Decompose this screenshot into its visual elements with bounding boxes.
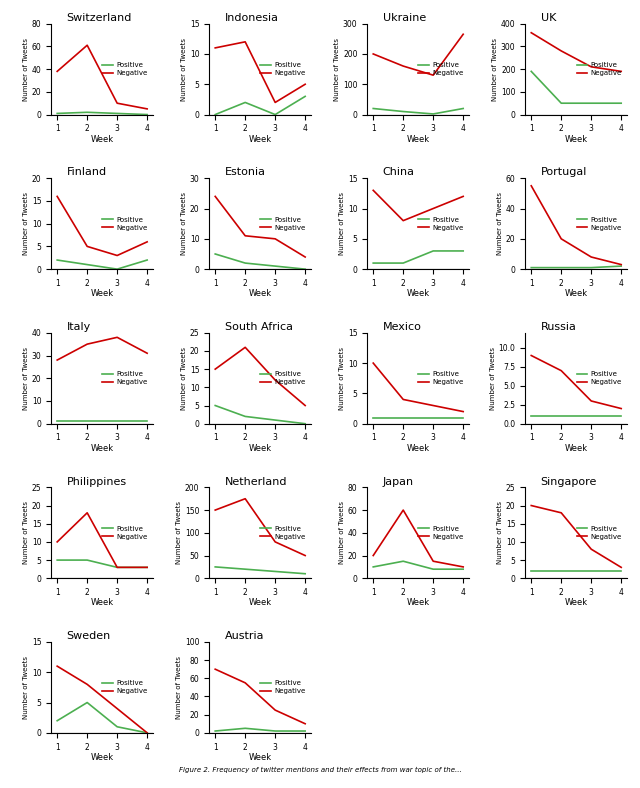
Y-axis label: Number of Tweets: Number of Tweets bbox=[490, 347, 496, 410]
Text: UK: UK bbox=[541, 13, 556, 23]
Legend: Positive, Negative: Positive, Negative bbox=[100, 60, 150, 78]
Text: Ukraine: Ukraine bbox=[383, 13, 426, 23]
Y-axis label: Number of Tweets: Number of Tweets bbox=[339, 501, 345, 564]
Legend: Positive, Negative: Positive, Negative bbox=[259, 678, 308, 697]
Legend: Positive, Negative: Positive, Negative bbox=[575, 524, 624, 542]
Legend: Positive, Negative: Positive, Negative bbox=[417, 524, 466, 542]
Legend: Positive, Negative: Positive, Negative bbox=[575, 60, 624, 78]
X-axis label: Week: Week bbox=[91, 598, 114, 608]
Legend: Positive, Negative: Positive, Negative bbox=[259, 60, 308, 78]
Y-axis label: Number of Tweets: Number of Tweets bbox=[181, 347, 187, 410]
X-axis label: Week: Week bbox=[248, 135, 272, 143]
Text: Portugal: Portugal bbox=[541, 167, 587, 177]
Text: Japan: Japan bbox=[383, 477, 413, 486]
Y-axis label: Number of Tweets: Number of Tweets bbox=[339, 192, 345, 255]
Y-axis label: Number of Tweets: Number of Tweets bbox=[176, 656, 182, 719]
X-axis label: Week: Week bbox=[406, 289, 430, 298]
Y-axis label: Number of Tweets: Number of Tweets bbox=[492, 38, 498, 101]
Legend: Positive, Negative: Positive, Negative bbox=[259, 369, 308, 388]
X-axis label: Week: Week bbox=[406, 135, 430, 143]
X-axis label: Week: Week bbox=[248, 598, 272, 608]
X-axis label: Week: Week bbox=[406, 444, 430, 453]
Legend: Positive, Negative: Positive, Negative bbox=[575, 369, 624, 388]
Y-axis label: Number of Tweets: Number of Tweets bbox=[497, 192, 503, 255]
X-axis label: Week: Week bbox=[248, 753, 272, 762]
Legend: Positive, Negative: Positive, Negative bbox=[100, 369, 150, 388]
Text: Indonesia: Indonesia bbox=[225, 13, 278, 23]
Text: South Africa: South Africa bbox=[225, 322, 292, 332]
Text: Figure 2. Frequency of twitter mentions and their effects from war topic of the.: Figure 2. Frequency of twitter mentions … bbox=[179, 768, 461, 773]
Legend: Positive, Negative: Positive, Negative bbox=[575, 214, 624, 232]
Text: Estonia: Estonia bbox=[225, 167, 266, 177]
X-axis label: Week: Week bbox=[564, 444, 588, 453]
Text: Austria: Austria bbox=[225, 631, 264, 641]
X-axis label: Week: Week bbox=[91, 444, 114, 453]
Y-axis label: Number of Tweets: Number of Tweets bbox=[497, 501, 503, 564]
X-axis label: Week: Week bbox=[248, 444, 272, 453]
Y-axis label: Number of Tweets: Number of Tweets bbox=[23, 501, 29, 564]
Legend: Positive, Negative: Positive, Negative bbox=[100, 214, 150, 232]
Y-axis label: Number of Tweets: Number of Tweets bbox=[23, 347, 29, 410]
Text: Russia: Russia bbox=[541, 322, 577, 332]
X-axis label: Week: Week bbox=[406, 598, 430, 608]
Text: Singapore: Singapore bbox=[541, 477, 597, 486]
Y-axis label: Number of Tweets: Number of Tweets bbox=[23, 656, 29, 719]
Text: China: China bbox=[383, 167, 415, 177]
X-axis label: Week: Week bbox=[91, 289, 114, 298]
X-axis label: Week: Week bbox=[564, 598, 588, 608]
X-axis label: Week: Week bbox=[248, 289, 272, 298]
X-axis label: Week: Week bbox=[91, 753, 114, 762]
Legend: Positive, Negative: Positive, Negative bbox=[417, 214, 466, 232]
Y-axis label: Number of Tweets: Number of Tweets bbox=[339, 347, 345, 410]
Legend: Positive, Negative: Positive, Negative bbox=[100, 524, 150, 542]
Text: Netherland: Netherland bbox=[225, 477, 287, 486]
Text: Finland: Finland bbox=[67, 167, 107, 177]
Legend: Positive, Negative: Positive, Negative bbox=[259, 214, 308, 232]
Text: Italy: Italy bbox=[67, 322, 91, 332]
Text: Philippines: Philippines bbox=[67, 477, 127, 486]
Y-axis label: Number of Tweets: Number of Tweets bbox=[181, 192, 187, 255]
Legend: Positive, Negative: Positive, Negative bbox=[417, 60, 466, 78]
Text: Mexico: Mexico bbox=[383, 322, 421, 332]
Text: Sweden: Sweden bbox=[67, 631, 111, 641]
X-axis label: Week: Week bbox=[564, 135, 588, 143]
Y-axis label: Number of Tweets: Number of Tweets bbox=[23, 38, 29, 101]
Legend: Positive, Negative: Positive, Negative bbox=[259, 524, 308, 542]
Y-axis label: Number of Tweets: Number of Tweets bbox=[176, 501, 182, 564]
Legend: Positive, Negative: Positive, Negative bbox=[417, 369, 466, 388]
Y-axis label: Number of Tweets: Number of Tweets bbox=[334, 38, 340, 101]
Legend: Positive, Negative: Positive, Negative bbox=[100, 678, 150, 697]
Y-axis label: Number of Tweets: Number of Tweets bbox=[23, 192, 29, 255]
Y-axis label: Number of Tweets: Number of Tweets bbox=[181, 38, 187, 101]
Text: Switzerland: Switzerland bbox=[67, 13, 132, 23]
X-axis label: Week: Week bbox=[564, 289, 588, 298]
X-axis label: Week: Week bbox=[91, 135, 114, 143]
